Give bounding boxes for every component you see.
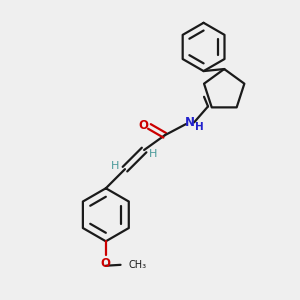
Text: H: H xyxy=(149,148,157,158)
Text: H: H xyxy=(111,161,120,171)
Text: H: H xyxy=(195,122,204,132)
Text: O: O xyxy=(138,119,148,132)
Text: N: N xyxy=(185,116,195,129)
Text: CH₃: CH₃ xyxy=(129,260,147,270)
Text: O: O xyxy=(101,257,111,270)
